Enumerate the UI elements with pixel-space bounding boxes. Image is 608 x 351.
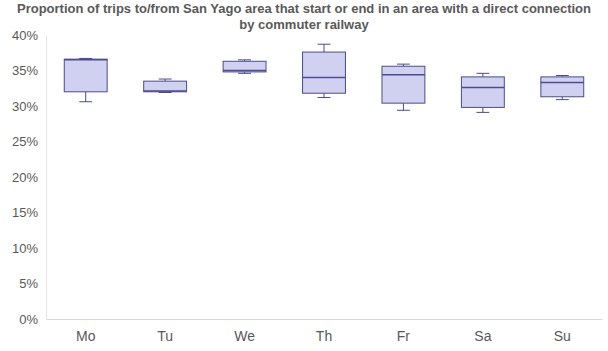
box-body bbox=[541, 77, 584, 97]
box-body bbox=[223, 61, 266, 72]
y-tick: 5% bbox=[19, 276, 46, 291]
x-tick-label: Sa bbox=[474, 328, 491, 344]
x-tick-label: Mo bbox=[76, 328, 96, 344]
whisker-cap-low bbox=[476, 112, 489, 113]
whisker-cap-high bbox=[318, 44, 331, 45]
median bbox=[382, 74, 425, 76]
x-tick: Su bbox=[554, 319, 571, 344]
whisker-cap-low bbox=[556, 99, 569, 100]
x-axis-line bbox=[47, 319, 603, 320]
x-tick: Mo bbox=[76, 319, 96, 344]
y-axis: 0% 5% 10% 15% 20% 25% 30% 35% 40% bbox=[12, 28, 47, 327]
y-tick: 40% bbox=[12, 28, 46, 43]
median bbox=[303, 77, 346, 79]
y-tick: 0% bbox=[19, 312, 46, 327]
whisker-cap-high bbox=[397, 64, 410, 65]
x-tick: Sa bbox=[474, 319, 491, 344]
box-body bbox=[144, 81, 187, 92]
y-axis-line bbox=[46, 36, 47, 320]
box-body bbox=[382, 66, 425, 103]
plot-area bbox=[64, 44, 583, 112]
median bbox=[144, 90, 187, 92]
x-tick-label: Th bbox=[316, 328, 332, 344]
whisker-low bbox=[482, 107, 483, 112]
y-tick-label: 25% bbox=[12, 134, 38, 149]
title-line: by commuter railway bbox=[239, 17, 369, 32]
box bbox=[223, 60, 266, 73]
box bbox=[541, 75, 584, 99]
median bbox=[461, 87, 504, 89]
whisker-cap-high bbox=[159, 79, 172, 80]
whisker-cap-high bbox=[556, 75, 569, 76]
box-body bbox=[303, 52, 346, 93]
x-tick-label: We bbox=[234, 328, 255, 344]
x-axis: Mo Tu We Th Fr Sa Su bbox=[47, 319, 603, 344]
y-tick-label: 35% bbox=[12, 63, 38, 78]
y-tick-label: 20% bbox=[12, 170, 38, 185]
y-tick-label: 10% bbox=[12, 241, 38, 256]
x-tick-label: Fr bbox=[397, 328, 411, 344]
whisker-cap-low bbox=[318, 97, 331, 98]
title-line: Proportion of trips to/from San Yago are… bbox=[17, 1, 591, 16]
median bbox=[541, 82, 584, 84]
x-tick-label: Tu bbox=[157, 328, 173, 344]
box bbox=[303, 44, 346, 97]
chart: Proportion of trips to/from San Yago are… bbox=[0, 0, 608, 351]
median bbox=[223, 70, 266, 72]
box bbox=[144, 79, 187, 92]
whisker-cap-high bbox=[238, 59, 251, 60]
box-body bbox=[461, 77, 504, 108]
x-tick: Th bbox=[316, 319, 332, 344]
y-tick-label: 30% bbox=[12, 99, 38, 114]
box bbox=[64, 58, 107, 101]
whisker-high bbox=[324, 44, 325, 52]
x-tick: Fr bbox=[397, 319, 411, 344]
y-tick-label: 15% bbox=[12, 205, 38, 220]
box bbox=[382, 64, 425, 110]
y-tick: 25% bbox=[12, 134, 46, 149]
y-tick-label: 40% bbox=[12, 28, 38, 43]
whisker-low bbox=[403, 103, 404, 110]
whisker-low bbox=[324, 93, 325, 97]
median bbox=[64, 59, 107, 61]
whisker-cap-low bbox=[79, 101, 92, 102]
y-tick: 10% bbox=[12, 241, 46, 256]
x-tick-label: Su bbox=[554, 328, 571, 344]
title: Proportion of trips to/from San Yago are… bbox=[17, 1, 591, 32]
box bbox=[461, 73, 504, 112]
whisker-cap-high bbox=[476, 73, 489, 74]
y-tick-label: 5% bbox=[19, 276, 38, 291]
whisker-cap-low bbox=[397, 110, 410, 111]
y-tick: 20% bbox=[12, 170, 46, 185]
y-tick: 30% bbox=[12, 99, 46, 114]
whisker-cap-low bbox=[238, 73, 251, 74]
y-tick-label: 0% bbox=[19, 312, 38, 327]
box-body bbox=[64, 59, 107, 92]
y-tick: 15% bbox=[12, 205, 46, 220]
whisker-low bbox=[85, 92, 86, 102]
whisker-high bbox=[482, 73, 483, 77]
y-tick: 35% bbox=[12, 63, 46, 78]
x-tick: Tu bbox=[157, 319, 173, 344]
x-tick: We bbox=[234, 319, 255, 344]
